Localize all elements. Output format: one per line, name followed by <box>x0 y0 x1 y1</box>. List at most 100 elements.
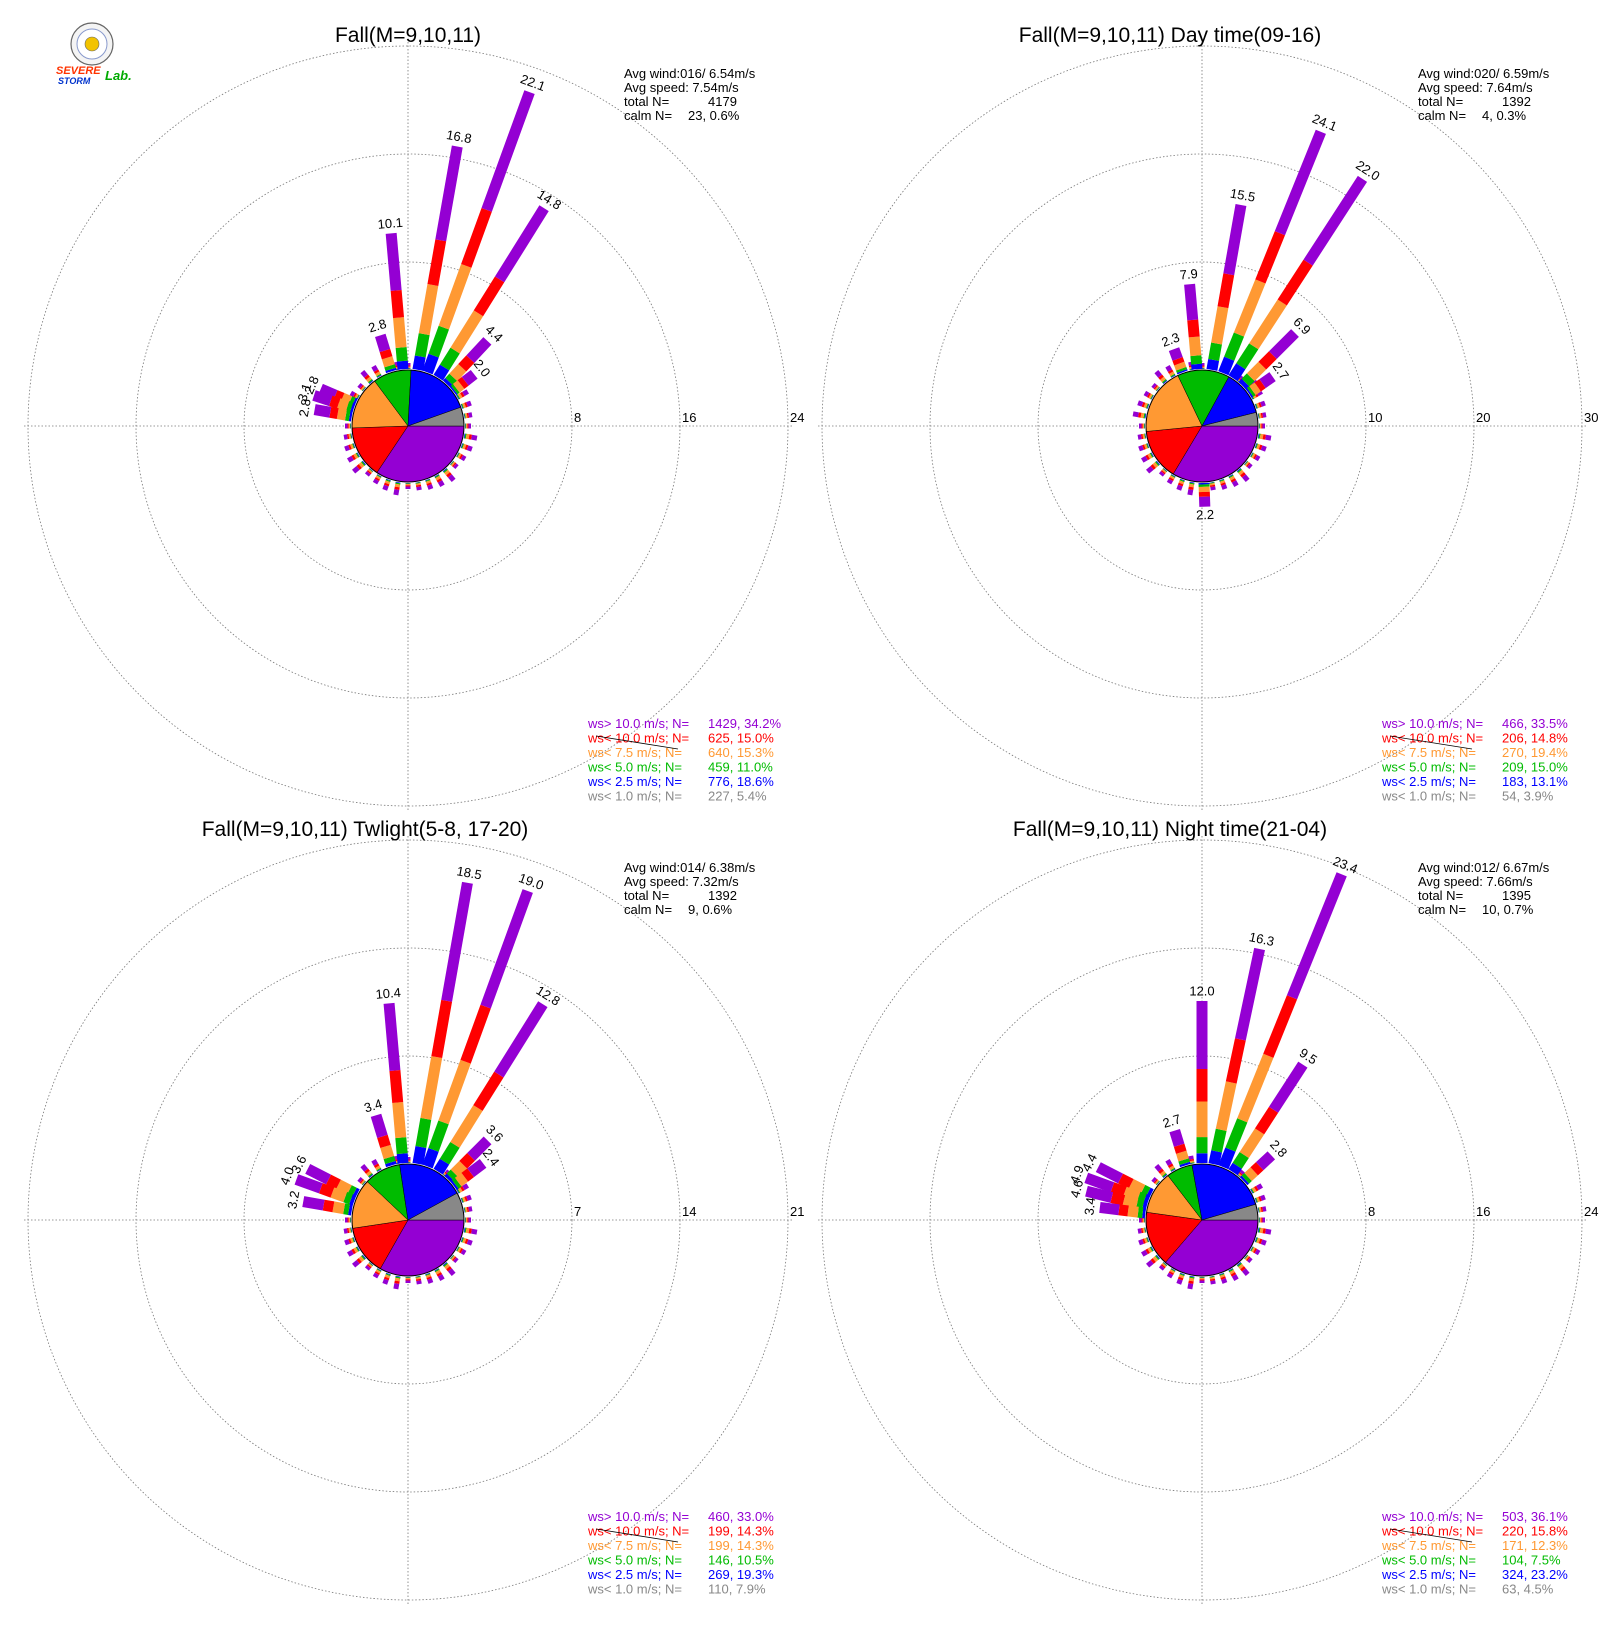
total-value: 1392 <box>708 888 737 903</box>
bar-segment <box>1228 1268 1234 1272</box>
bar-segment <box>1172 357 1185 366</box>
bar-value-label: 22.1 <box>519 71 548 94</box>
bar-segment <box>1236 1174 1241 1178</box>
bar-segment <box>405 1277 411 1280</box>
direction-bar <box>422 889 533 1169</box>
direction-bar <box>422 90 535 375</box>
bar-segment <box>468 1228 472 1234</box>
bar-segment <box>389 1070 404 1103</box>
bar-segment <box>1236 343 1259 370</box>
bar-segment <box>360 370 369 378</box>
bar-segment <box>452 1256 457 1262</box>
bar-segment <box>358 462 365 468</box>
small-bar <box>1257 412 1267 419</box>
bar-segment <box>463 1207 466 1213</box>
legend-value-gt10: 503, 36.1% <box>1502 1509 1568 1524</box>
bar-segment <box>1211 1128 1227 1153</box>
bar-segment <box>383 1002 401 1071</box>
bar-segment <box>1274 129 1326 236</box>
bar-segment <box>1179 479 1185 483</box>
small-bar <box>463 1227 478 1235</box>
bar-segment <box>382 484 389 491</box>
legend-line-mark <box>1389 735 1473 750</box>
legend-label-lt10: ws< 10.0 m/s; N= <box>1381 731 1483 746</box>
legend-label-lt2_5: ws< 2.5 m/s; N= <box>1381 774 1476 789</box>
bar-segment <box>1255 231 1286 284</box>
bar-segment <box>1250 1246 1254 1251</box>
bar-segment <box>1146 1259 1154 1268</box>
bar-segment <box>394 486 400 490</box>
bar-segment <box>446 472 452 478</box>
bar-segment <box>346 455 354 463</box>
small-bar <box>393 481 401 496</box>
bar-segment <box>358 1256 365 1262</box>
bar-segment <box>1143 402 1148 409</box>
small-bar <box>450 460 459 470</box>
bar-segment <box>1258 433 1261 439</box>
bar-segment <box>1160 376 1166 383</box>
bar-segment <box>425 478 431 481</box>
bar-value-label: 7.9 <box>1179 266 1198 283</box>
bar-segment <box>1178 1274 1185 1279</box>
small-bar <box>371 364 382 378</box>
bar-segment <box>395 481 401 484</box>
bar-segment <box>377 474 382 478</box>
bar-segment <box>1258 444 1263 451</box>
small-bar <box>460 1237 473 1246</box>
bar-segment <box>1191 363 1203 370</box>
bar-segment <box>1209 484 1216 488</box>
bar-segment <box>1239 1128 1265 1158</box>
bar-value-label: 16.8 <box>445 127 473 146</box>
bar-value-label: 10.1 <box>377 215 404 232</box>
bar-segment <box>481 90 535 212</box>
bar-segment <box>1210 1280 1216 1285</box>
bar-segment <box>1237 1053 1274 1123</box>
direction-bar <box>442 337 492 389</box>
bar-segment <box>461 1168 474 1182</box>
panel-title: Fall(M=9,10,11) <box>335 24 481 47</box>
bar-segment <box>1259 1217 1260 1223</box>
bar-segment <box>1259 423 1262 429</box>
bar-segment <box>1255 1151 1276 1171</box>
bar-segment <box>356 464 362 470</box>
bar-segment <box>464 444 469 451</box>
bar-segment <box>343 1228 348 1234</box>
bar-segment <box>376 374 382 378</box>
bar-segment <box>447 1268 456 1276</box>
bar-segment <box>302 1196 325 1211</box>
bar-segment <box>405 485 411 487</box>
bar-segment <box>1160 1170 1166 1177</box>
bar-segment <box>1196 1153 1208 1163</box>
bar-segment <box>461 443 465 449</box>
legend-value-lt5: 459, 11.0% <box>708 760 773 775</box>
bar-segment <box>1155 1180 1160 1186</box>
bar-segment <box>1260 400 1266 407</box>
small-bar <box>405 483 411 489</box>
bar-segment <box>1236 1262 1242 1266</box>
bar-segment <box>1178 1158 1190 1166</box>
bar-segment <box>344 1239 350 1246</box>
bar-segment <box>1230 1272 1237 1277</box>
ring-label: 24 <box>1584 1204 1598 1219</box>
bar-segment <box>441 881 473 1002</box>
bar-segment <box>1223 204 1247 276</box>
bar-segment <box>1251 1187 1257 1193</box>
bar-segment <box>1142 1227 1146 1233</box>
direction-bar <box>1245 372 1276 398</box>
bar-segment <box>384 1274 391 1279</box>
small-bar <box>1228 474 1239 488</box>
bar-segment <box>1237 1262 1242 1267</box>
bar-segment <box>348 444 352 450</box>
bar-segment <box>1173 1143 1187 1154</box>
bar-segment <box>1189 1162 1195 1165</box>
bar-segment <box>395 347 408 362</box>
legend-label-lt1: ws< 1.0 m/s; N= <box>587 789 682 804</box>
bar-segment <box>1261 1217 1263 1223</box>
bar-segment <box>377 1268 382 1272</box>
bar-segment <box>1238 469 1244 476</box>
bar-segment <box>1260 445 1267 452</box>
bar-segment <box>466 412 470 419</box>
small-bar <box>1166 474 1176 485</box>
bar-segment <box>1262 1206 1267 1212</box>
